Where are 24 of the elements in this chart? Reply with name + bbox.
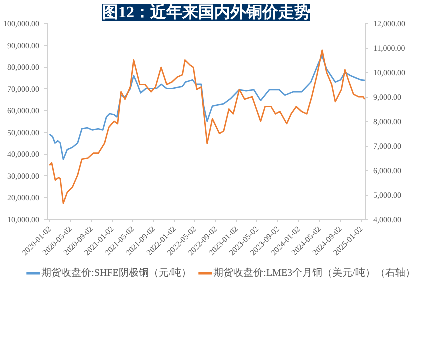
y-tick-label: 60,000.00 xyxy=(8,106,40,116)
y2-tick-label: 4,000.00 xyxy=(374,216,402,224)
y-tick-label: 70,000.00 xyxy=(8,84,40,94)
y-tick-label: 50,000.00 xyxy=(8,128,40,138)
y2-tick-label: 11,000.00 xyxy=(374,44,406,53)
y-tick-label: 90,000.00 xyxy=(8,41,40,50)
y2-tick-label: 6,000.00 xyxy=(374,166,402,176)
y-tick-label: 100,000.00 xyxy=(4,20,40,28)
legend-label: 期货收盘价:SHFE阴极铜（元/吨） xyxy=(42,266,192,280)
y2-tick-label: 10,000.00 xyxy=(374,68,406,78)
y2-tick-label: 5,000.00 xyxy=(374,191,402,200)
chart-title: 图12：近年来国内外铜价走势 xyxy=(102,4,310,22)
y2-tick-label: 9,000.00 xyxy=(374,93,402,102)
y2-tick-label: 7,000.00 xyxy=(374,142,402,151)
line-series xyxy=(49,50,366,204)
y-tick-label: 80,000.00 xyxy=(8,63,40,72)
legend-label: 期货收盘价:LME3个月铜（美元/吨）（右轴） xyxy=(214,266,416,280)
y-tick-label: 30,000.00 xyxy=(8,172,40,181)
y-tick-label: 10,000.00 xyxy=(8,216,40,224)
y-tick-label: 20,000.00 xyxy=(8,194,40,203)
y2-tick-label: 12,000.00 xyxy=(374,20,406,28)
y-tick-label: 40,000.00 xyxy=(8,150,40,160)
line-series xyxy=(49,55,366,160)
y2-tick-label: 8,000.00 xyxy=(374,118,402,126)
